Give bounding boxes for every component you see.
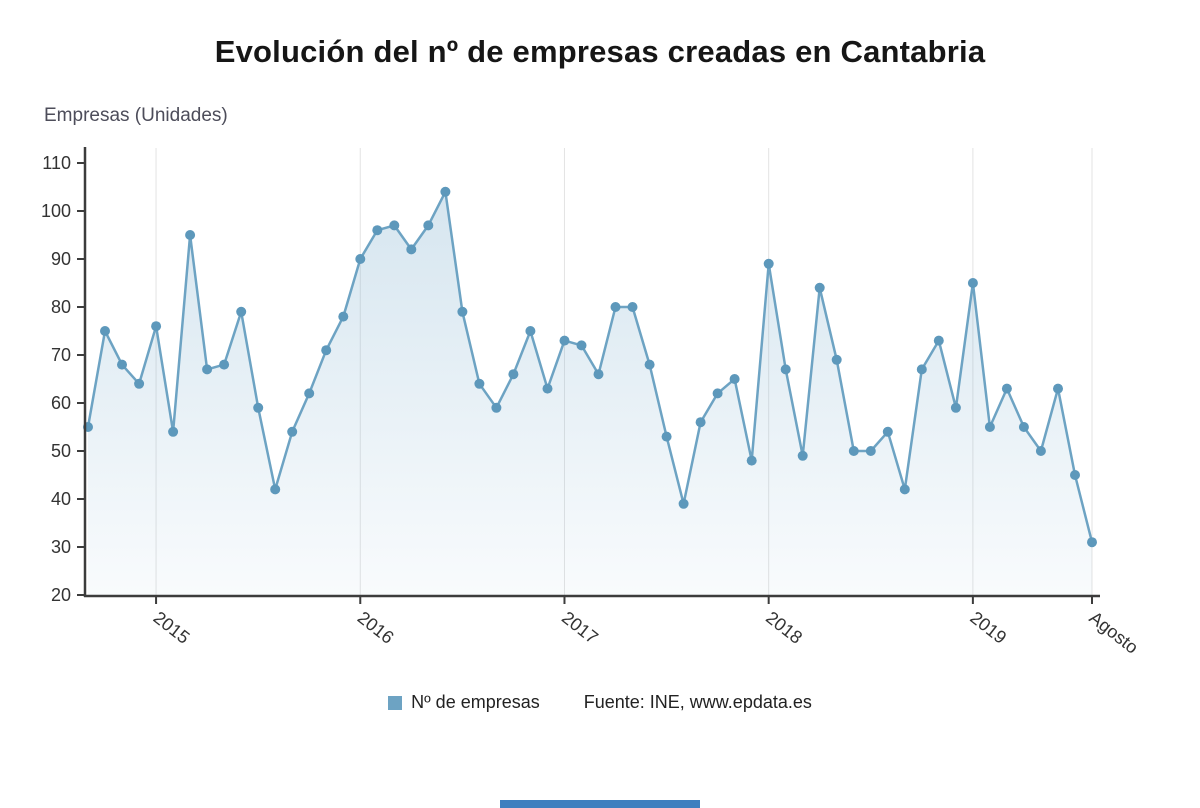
- area-fill: [88, 191, 1092, 596]
- y-tick-label: 70: [51, 345, 71, 365]
- data-point[interactable]: [950, 402, 961, 413]
- data-point[interactable]: [406, 244, 417, 255]
- data-point[interactable]: [287, 426, 298, 437]
- data-point[interactable]: [542, 383, 553, 394]
- x-tick-label: Agosto: [1086, 607, 1142, 657]
- data-point[interactable]: [933, 335, 944, 346]
- data-point[interactable]: [1070, 470, 1080, 480]
- data-point[interactable]: [423, 220, 434, 231]
- data-point[interactable]: [508, 369, 519, 380]
- data-point[interactable]: [1053, 383, 1063, 394]
- series-line: [86, 190, 1094, 544]
- data-point[interactable]: [202, 364, 213, 375]
- data-point[interactable]: [1018, 422, 1029, 432]
- data-point[interactable]: [355, 254, 366, 264]
- data-point[interactable]: [1035, 446, 1046, 456]
- data-point[interactable]: [814, 282, 825, 293]
- data-point[interactable]: [967, 278, 978, 288]
- data-point[interactable]: [576, 340, 587, 351]
- data-point[interactable]: [797, 450, 808, 461]
- data-point[interactable]: [253, 402, 264, 413]
- legend-label: Nº de empresas: [411, 692, 540, 712]
- y-tick-label: 30: [51, 537, 71, 557]
- x-tick-label: 2017: [558, 607, 602, 647]
- data-point[interactable]: [712, 388, 723, 399]
- y-tick-label: 110: [42, 153, 71, 173]
- data-point[interactable]: [134, 378, 145, 389]
- data-point[interactable]: [1087, 537, 1097, 548]
- data-point[interactable]: [117, 359, 127, 370]
- data-point[interactable]: [610, 302, 621, 312]
- y-axis-title: Empresas (Unidades): [44, 105, 228, 126]
- y-tick-label: 20: [51, 585, 71, 605]
- data-point[interactable]: [321, 345, 332, 356]
- x-tick-label: 2015: [150, 607, 194, 647]
- data-point[interactable]: [491, 402, 502, 413]
- legend-swatch-icon: [388, 695, 403, 710]
- source-label: Fuente: INE, www.epdata.es: [583, 692, 812, 712]
- data-point[interactable]: [865, 446, 876, 456]
- data-point[interactable]: [763, 258, 774, 269]
- data-point[interactable]: [695, 417, 706, 428]
- data-point[interactable]: [440, 186, 451, 197]
- data-point[interactable]: [389, 220, 400, 231]
- data-point[interactable]: [457, 306, 468, 317]
- y-tick-label: 80: [51, 297, 71, 317]
- data-point[interactable]: [185, 230, 196, 240]
- data-point[interactable]: [100, 326, 110, 336]
- data-point[interactable]: [168, 426, 179, 437]
- data-point[interactable]: [270, 484, 281, 495]
- chart-title: Evolución del nº de empresas creadas en …: [214, 34, 986, 69]
- data-point[interactable]: [729, 374, 740, 384]
- data-point[interactable]: [678, 498, 689, 509]
- data-point[interactable]: [916, 364, 927, 375]
- data-point[interactable]: [848, 446, 859, 456]
- data-point[interactable]: [236, 306, 247, 317]
- data-point[interactable]: [831, 354, 842, 365]
- data-point[interactable]: [219, 359, 230, 370]
- data-point[interactable]: [984, 422, 995, 432]
- legend-row: Nº de empresas Fuente: INE, www.epdata.e…: [0, 692, 1200, 713]
- data-point[interactable]: [151, 321, 162, 332]
- data-point[interactable]: [882, 426, 893, 437]
- x-tick-label: 2019: [966, 607, 1010, 647]
- data-point[interactable]: [661, 431, 672, 442]
- data-point[interactable]: [559, 335, 570, 346]
- data-point[interactable]: [899, 484, 910, 495]
- data-point[interactable]: [474, 378, 485, 389]
- data-point[interactable]: [593, 369, 604, 380]
- y-tick-label: 90: [51, 249, 71, 269]
- data-point[interactable]: [1001, 383, 1012, 394]
- y-tick-label: 50: [51, 441, 71, 461]
- legend-item-empresas[interactable]: Nº de empresas: [388, 692, 540, 713]
- data-point[interactable]: [627, 302, 638, 312]
- y-tick-label: 40: [51, 489, 71, 509]
- data-point[interactable]: [780, 364, 791, 375]
- data-point[interactable]: [746, 455, 757, 466]
- data-point[interactable]: [372, 225, 383, 236]
- x-tick-label: 2018: [762, 607, 806, 647]
- data-point[interactable]: [304, 388, 315, 399]
- data-point[interactable]: [644, 359, 655, 370]
- epdata-footer-bar: [500, 800, 700, 808]
- data-point[interactable]: [525, 326, 536, 336]
- y-tick-label: 100: [41, 201, 71, 221]
- data-point[interactable]: [338, 311, 349, 322]
- y-tick-label: 60: [51, 393, 71, 413]
- x-tick-label: 2016: [354, 607, 398, 647]
